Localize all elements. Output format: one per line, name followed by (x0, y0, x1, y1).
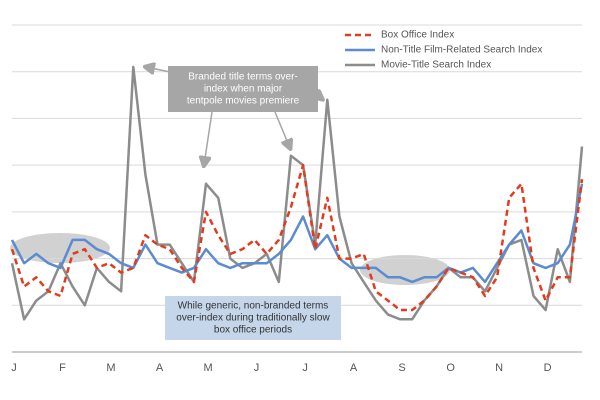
x-tick-label: J (11, 362, 17, 374)
legend-label: Non-Title Film-Related Search Index (381, 45, 542, 56)
x-tick-label: O (446, 362, 455, 374)
x-tick-label: M (106, 362, 115, 374)
legend-label: Box Office Index (381, 30, 454, 41)
annotation-text: over-index during traditionally slow (176, 313, 330, 324)
x-tick-label: J (254, 362, 260, 374)
x-tick-label: A (350, 362, 358, 374)
arrow (204, 111, 213, 165)
series-line (10, 163, 584, 312)
annotation-text: Branded title terms over- (188, 72, 298, 83)
x-tick-label: M (203, 362, 212, 374)
annotation-box: Branded title terms over- index when maj… (168, 66, 318, 112)
annotation-text: box office periods (214, 325, 292, 336)
annotation-text: While generic, non-branded terms (178, 301, 329, 312)
x-tick-label: J (302, 362, 308, 374)
arrow (274, 111, 290, 148)
annotation-bg (168, 66, 318, 112)
legend-label: Movie-Title Search Index (381, 60, 491, 71)
x-tick-label: N (495, 362, 503, 374)
legend: Box Office Index Non-Title Film-Related S… (345, 30, 542, 71)
annotation-text: index when major (204, 84, 283, 95)
annotation-box: While generic, non-branded terms over-in… (165, 296, 341, 340)
series-line (10, 65, 584, 321)
x-tick-label: S (398, 362, 405, 374)
x-tick-label: A (156, 362, 164, 374)
series-line (10, 183, 584, 284)
x-tick-label: F (59, 362, 66, 374)
annotation-bg (165, 296, 341, 340)
x-tick-label: D (544, 362, 552, 374)
annotation-text: tentpole movies premiere (187, 96, 300, 107)
